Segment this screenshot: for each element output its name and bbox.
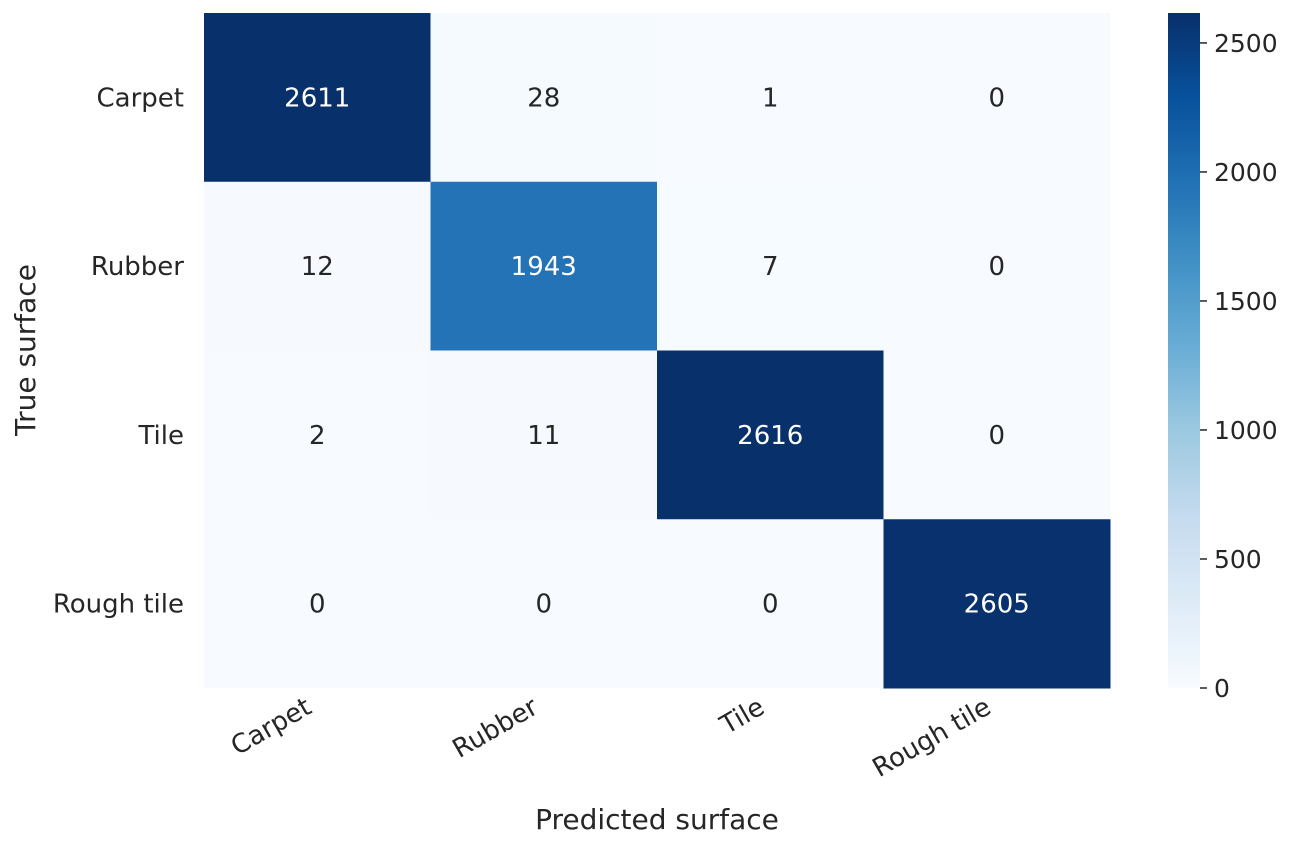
heatmap-cell (883, 181, 1111, 351)
heatmap-cell (430, 181, 658, 351)
heatmap-cell-labels: 2611 28 1 0 12 1943 7 0 2 11 2616 0 0 0 0 2605 (284, 83, 1030, 619)
heatmap-cell (430, 350, 658, 520)
y-tick-label: Tile (137, 421, 184, 451)
y-tick-label: Carpet (97, 83, 184, 113)
colorbar-tick-label: 500 (1214, 545, 1262, 574)
heatmap-cell (430, 519, 658, 689)
cell-value-label: 0 (988, 421, 1005, 451)
heatmap-cells (204, 13, 1111, 689)
colorbar-tick-label: 1000 (1214, 416, 1278, 445)
cell-value-label: 11 (527, 421, 560, 451)
cell-value-label: 0 (988, 252, 1005, 282)
cell-value-label: 1943 (511, 252, 577, 282)
y-axis-label: True surface (9, 264, 42, 437)
y-tick-label: Rough tile (53, 590, 184, 620)
heatmap-cell (204, 519, 431, 689)
cell-value-label: 2616 (737, 421, 803, 451)
x-tick-label: Rough tile (868, 692, 997, 784)
x-tick-label: Rubber (448, 692, 544, 765)
heatmap-cell (657, 13, 884, 183)
heatmap-cell (430, 13, 658, 183)
heatmap-cell (657, 519, 884, 689)
heatmap-cell (883, 519, 1111, 689)
cell-value-label: 0 (988, 83, 1005, 113)
x-tick-label: Tile (714, 692, 769, 741)
heatmap-cell (883, 13, 1111, 183)
colorbar-tick-label: 2000 (1214, 158, 1278, 187)
y-axis-tick-labels: Carpet Rubber Tile Rough tile (53, 83, 184, 619)
x-tick-label: Carpet (226, 692, 317, 762)
cell-value-label: 2611 (284, 83, 350, 113)
colorbar-tick-label: 0 (1214, 674, 1230, 703)
heatmap-cell (204, 181, 431, 351)
colorbar: 0 500 1000 1500 2000 2500 (1168, 13, 1278, 703)
x-axis-tick-labels: Carpet Rubber Tile Rough tile (226, 692, 996, 784)
heatmap-cell (883, 350, 1111, 520)
heatmap-cell (204, 13, 431, 183)
cell-value-label: 2 (309, 421, 326, 451)
colorbar-tick-label: 1500 (1214, 287, 1278, 316)
colorbar-ticks: 0 500 1000 1500 2000 2500 (1200, 29, 1278, 703)
cell-value-label: 12 (301, 252, 334, 282)
cell-value-label: 28 (527, 83, 560, 113)
x-axis-label: Predicted surface (535, 803, 779, 836)
cell-value-label: 0 (535, 590, 552, 620)
heatmap-cell (204, 350, 431, 520)
y-tick-label: Rubber (91, 252, 184, 282)
heatmap-cell (657, 350, 884, 520)
colorbar-gradient (1168, 13, 1200, 688)
cell-value-label: 1 (762, 83, 779, 113)
heatmap-cell (657, 181, 884, 351)
cell-value-label: 7 (762, 252, 779, 282)
cell-value-label: 2605 (964, 590, 1030, 620)
cell-value-label: 0 (762, 590, 779, 620)
cell-value-label: 0 (309, 590, 326, 620)
colorbar-tick-label: 2500 (1214, 29, 1278, 58)
